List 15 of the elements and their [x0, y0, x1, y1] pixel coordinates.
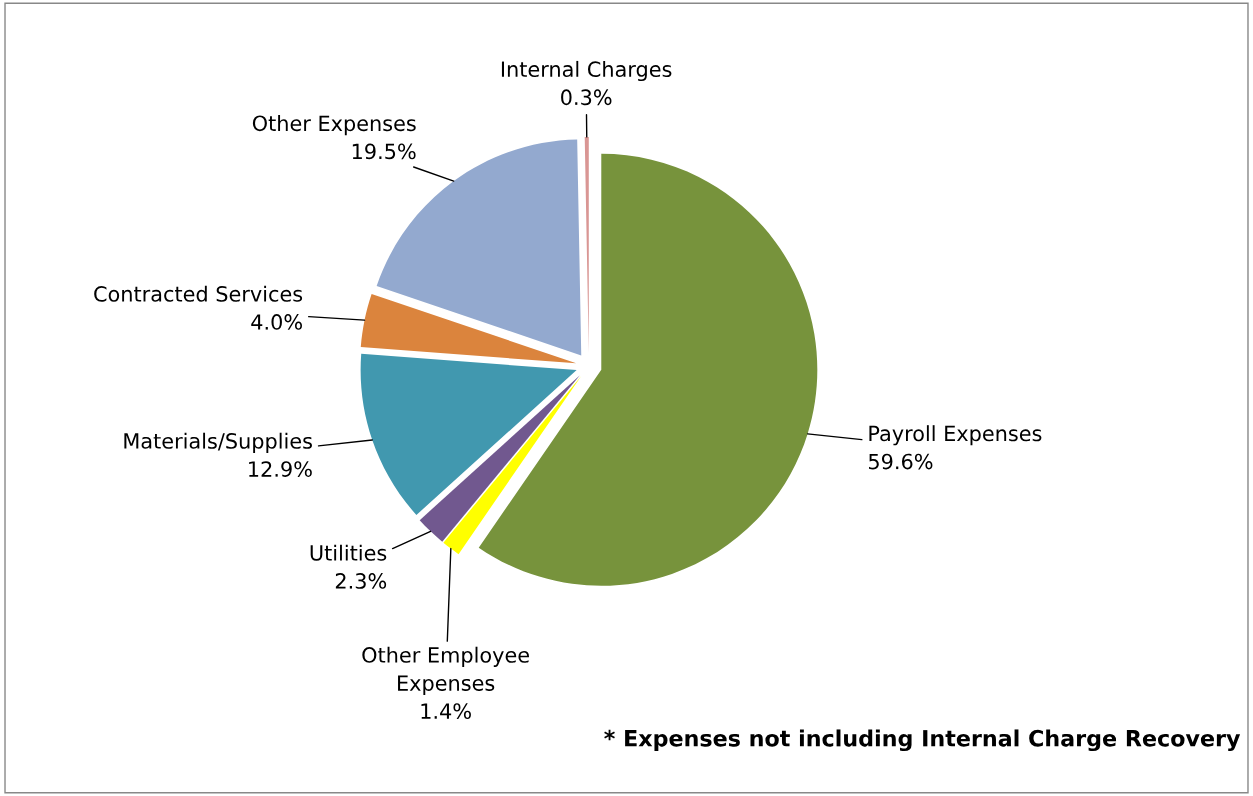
data-label: 0.3% [561, 89, 612, 106]
data-label: 59.6% [869, 453, 933, 470]
slice-label: Contracted Services [94, 285, 303, 302]
data-label: 4.0% [251, 314, 302, 330]
slice-label: Other Expenses [252, 115, 416, 136]
slice-label: Other Employee Expenses [362, 646, 529, 695]
slice-label: Utilities [310, 544, 387, 561]
text: * Expenses not including Internal Charge Recovery [604, 729, 1241, 752]
slice-label: Payroll Expenses [869, 425, 1042, 446]
slice-label: Internal Charges [501, 60, 672, 82]
slice-label: Materials/Supplies [124, 432, 312, 453]
data-label: 2.3% [335, 573, 387, 589]
data-label: 19.5% [352, 143, 416, 160]
data-label: 1.4% [421, 703, 471, 719]
data-label: 12.9% [249, 461, 312, 477]
